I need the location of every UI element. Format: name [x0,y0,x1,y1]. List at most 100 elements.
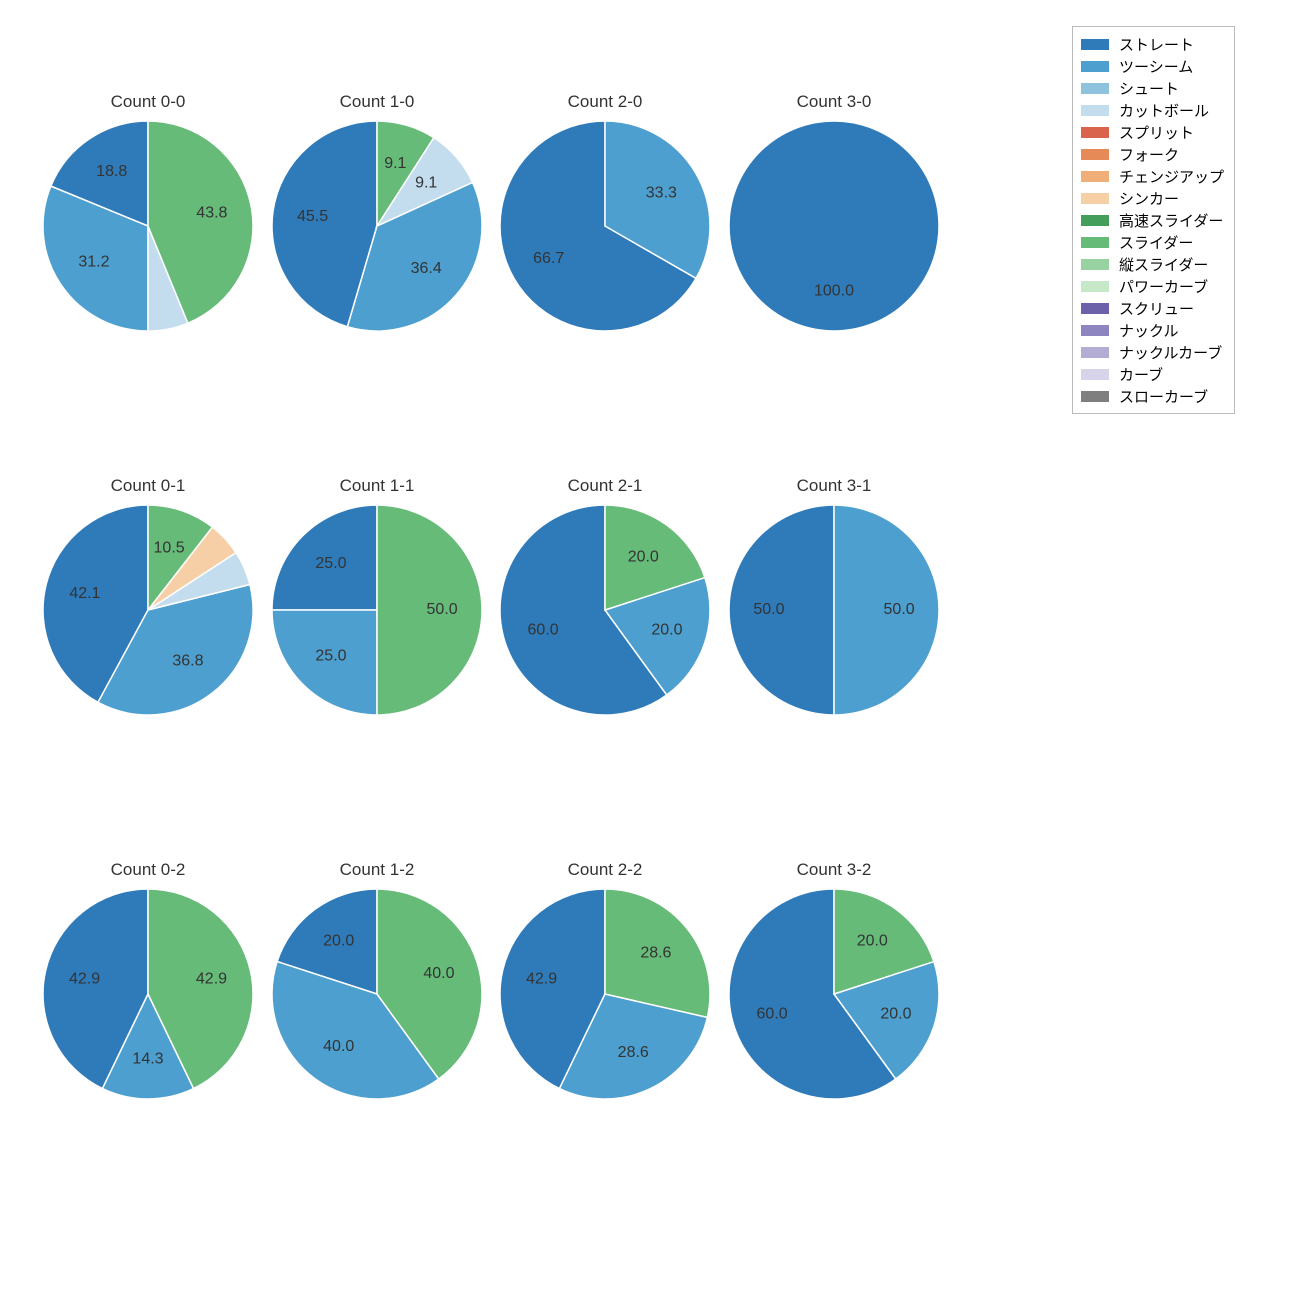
pie-slice-label: 20.0 [628,549,659,566]
pie-slice-label: 100.0 [814,282,854,299]
legend-swatch [1081,237,1109,248]
pie-slice-label: 28.6 [640,945,671,962]
chart-grid: Count 0-0 18.8 31.2 43.8 Count 1-0 45.5 36.4 9.… [0,0,1300,1300]
legend-item: スクリュー [1081,297,1224,319]
pie-chart: 100.0 [721,113,947,339]
pie-slice-label: 42.9 [526,971,557,988]
pie-chart: 60.0 20.0 20.0 [492,497,718,723]
legend-item: チェンジアップ [1081,165,1224,187]
legend-item: ツーシーム [1081,55,1224,77]
pie-title: Count 1-1 [277,476,477,496]
pie-slice-label: 43.8 [196,205,227,222]
legend-swatch [1081,259,1109,270]
legend: ストレートツーシームシュートカットボールスプリットフォークチェンジアップシンカー… [1072,26,1235,414]
pie-slice-label: 60.0 [528,621,559,638]
pie-slice-label: 10.5 [154,540,185,557]
pie-title: Count 3-2 [734,860,934,880]
legend-swatch [1081,127,1109,138]
legend-label: ツーシーム [1119,56,1193,77]
legend-item: ナックル [1081,319,1224,341]
legend-item: スローカーブ [1081,385,1224,407]
legend-item: シュート [1081,77,1224,99]
legend-swatch [1081,149,1109,160]
legend-swatch [1081,61,1109,72]
pie-slice-label: 25.0 [315,647,346,664]
legend-swatch [1081,171,1109,182]
legend-item: 縦スライダー [1081,253,1224,275]
legend-label: カーブ [1119,364,1163,385]
pie-slice-label: 33.3 [646,185,677,202]
pie-slice-label: 42.9 [69,971,100,988]
pie-slice-label: 45.5 [297,208,328,225]
legend-swatch [1081,83,1109,94]
legend-item: カーブ [1081,363,1224,385]
pie-slice-label: 20.0 [857,933,888,950]
pie-slice-label: 18.8 [96,163,127,180]
pie-chart: 42.9 14.3 42.9 [35,881,261,1107]
pie-chart: 45.5 36.4 9.1 9.1 [264,113,490,339]
legend-label: スクリュー [1119,298,1194,319]
pie-title: Count 0-0 [48,92,248,112]
legend-label: 高速スライダー [1119,210,1223,231]
legend-label: ナックル [1119,320,1179,341]
pie-slice-label: 14.3 [132,1050,163,1067]
pie-slice-label: 36.4 [411,260,442,277]
legend-item: 高速スライダー [1081,209,1224,231]
legend-label: 縦スライダー [1119,254,1208,275]
pie-slice-label: 9.1 [384,155,406,172]
legend-label: ナックルカーブ [1119,342,1222,363]
pie-slice-label: 20.0 [651,621,682,638]
legend-label: チェンジアップ [1119,166,1224,187]
pie-slice-label: 60.0 [757,1005,788,1022]
pie-chart: 42.1 36.8 10.5 [35,497,261,723]
pie-slice-label: 50.0 [753,601,784,618]
legend-item: スライダー [1081,231,1224,253]
legend-swatch [1081,391,1109,402]
pie-slice-label: 42.9 [196,971,227,988]
legend-swatch [1081,325,1109,336]
legend-label: パワーカーブ [1119,276,1208,297]
legend-item: スプリット [1081,121,1224,143]
pie-chart: 60.0 20.0 20.0 [721,881,947,1107]
pie-slice-label: 20.0 [323,933,354,950]
legend-item: フォーク [1081,143,1224,165]
legend-swatch [1081,193,1109,204]
pie-slice-label: 31.2 [78,253,109,270]
legend-swatch [1081,39,1109,50]
pie-slice-label: 50.0 [884,601,915,618]
legend-swatch [1081,281,1109,292]
pie-slice-label: 25.0 [315,555,346,572]
pie-slice [729,121,939,331]
legend-swatch [1081,215,1109,226]
legend-label: フォーク [1119,144,1179,165]
pie-slice-label: 20.0 [880,1005,911,1022]
pie-title: Count 2-1 [505,476,705,496]
pie-chart: 42.928.628.6 [492,881,718,1107]
pie-slice-label: 9.1 [415,175,437,192]
legend-label: スローカーブ [1119,386,1208,407]
pie-chart: 25.025.050.0 [264,497,490,723]
legend-label: カットボール [1119,100,1209,121]
pie-chart: 66.7 33.3 [492,113,718,339]
legend-swatch [1081,369,1109,380]
legend-swatch [1081,105,1109,116]
legend-item: シンカー [1081,187,1224,209]
pie-title: Count 2-2 [505,860,705,880]
legend-label: ストレート [1119,34,1194,55]
pie-chart: 20.040.040.0 [264,881,490,1107]
pie-slice-label: 66.7 [533,250,564,267]
pie-title: Count 2-0 [505,92,705,112]
pie-title: Count 0-1 [48,476,248,496]
pie-title: Count 1-2 [277,860,477,880]
pie-slice-label: 42.1 [69,585,100,602]
legend-item: パワーカーブ [1081,275,1224,297]
pie-title: Count 3-1 [734,476,934,496]
pie-chart: 50.0 50.0 [721,497,947,723]
legend-label: スプリット [1119,122,1194,143]
legend-item: ナックルカーブ [1081,341,1224,363]
pie-title: Count 1-0 [277,92,477,112]
pie-chart: 18.8 31.2 43.8 [35,113,261,339]
pie-slice-label: 40.0 [323,1038,354,1055]
pie-slice-label: 36.8 [172,653,203,670]
legend-swatch [1081,303,1109,314]
